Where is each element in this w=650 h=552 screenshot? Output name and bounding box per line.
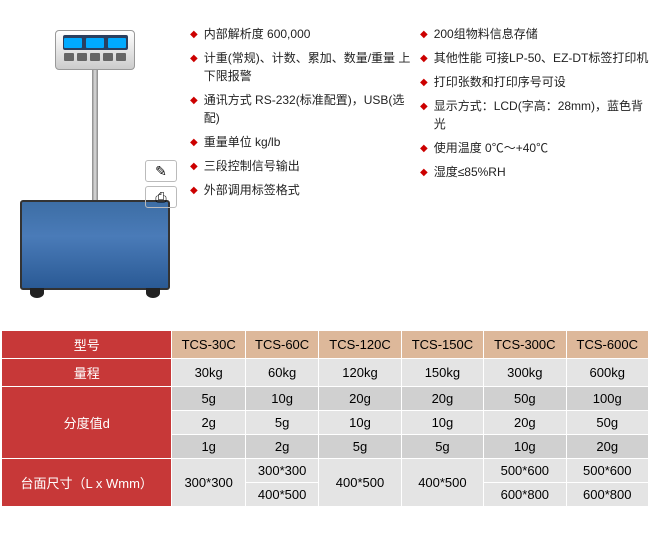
- model-cell: TCS-120C: [319, 331, 401, 359]
- feature-text: 显示方式：LCD(字高：28mm)，蓝色背光: [434, 97, 650, 133]
- feature-item: ◆ 外部调用标签格式: [190, 181, 420, 199]
- div-cell: 5g: [245, 411, 318, 435]
- size-cell: 400*500: [245, 483, 318, 507]
- feature-item: ◆ 计重(常规)、计数、累加、数量/重量 上下限报警: [190, 49, 420, 85]
- feature-item: ◆ 其他性能 可接LP-50、EZ-DT标签打印机: [420, 49, 650, 67]
- bullet-icon: ◆: [190, 93, 198, 108]
- feature-text: 打印张数和打印序号可设: [434, 73, 566, 91]
- bullet-icon: ◆: [190, 27, 198, 42]
- bullet-icon: ◆: [420, 51, 428, 66]
- range-cell: 60kg: [245, 359, 318, 387]
- div-cell: 20g: [319, 387, 401, 411]
- spec-table: 型号 TCS-30C TCS-60C TCS-120C TCS-150C TCS…: [1, 330, 649, 507]
- div-cell: 2g: [172, 411, 245, 435]
- feature-item: ◆ 200组物料信息存储: [420, 25, 650, 43]
- div-cell: 1g: [172, 435, 245, 459]
- div-cell: 10g: [401, 411, 483, 435]
- feature-text: 200组物料信息存储: [434, 25, 538, 43]
- model-cell: TCS-30C: [172, 331, 245, 359]
- model-cell: TCS-150C: [401, 331, 483, 359]
- feature-text: 使用温度 0℃～+40℃: [434, 139, 548, 157]
- features-section: ◆内部解析度 600,000◆计重(常规)、计数、累加、数量/重量 上下限报警◆…: [190, 10, 650, 330]
- table-row: 型号 TCS-30C TCS-60C TCS-120C TCS-150C TCS…: [2, 331, 649, 359]
- range-cell: 30kg: [172, 359, 245, 387]
- bullet-icon: ◆: [420, 165, 428, 180]
- model-cell: TCS-300C: [484, 331, 566, 359]
- accessory-icon-2: ⎙: [145, 186, 177, 208]
- div-cell: 20g: [566, 435, 648, 459]
- feature-text: 重量单位 kg/lb: [204, 133, 281, 151]
- range-cell: 150kg: [401, 359, 483, 387]
- div-cell: 100g: [566, 387, 648, 411]
- scale-pole: [92, 70, 98, 200]
- feature-item: ◆ 打印张数和打印序号可设: [420, 73, 650, 91]
- header-division: 分度值d: [2, 387, 172, 459]
- scale-platform: [20, 200, 170, 290]
- table-row: 台面尺寸（L x Wmm） 300*300 300*300 400*500 40…: [2, 459, 649, 483]
- bullet-icon: ◆: [190, 51, 198, 66]
- bullet-icon: ◆: [420, 141, 428, 156]
- header-model: 型号: [2, 331, 172, 359]
- bullet-icon: ◆: [420, 99, 428, 114]
- div-cell: 50g: [484, 387, 566, 411]
- feature-text: 通讯方式 RS-232(标准配置)，USB(选配): [204, 91, 420, 127]
- range-cell: 300kg: [484, 359, 566, 387]
- div-cell: 50g: [566, 411, 648, 435]
- div-cell: 5g: [172, 387, 245, 411]
- size-cell: 400*500: [401, 459, 483, 507]
- accessory-icon-1: ✎: [145, 160, 177, 182]
- scale-display-head: [55, 30, 135, 70]
- feature-text: 内部解析度 600,000: [204, 25, 311, 43]
- feature-text: 湿度≤85%RH: [434, 163, 506, 181]
- feature-text: 其他性能 可接LP-50、EZ-DT标签打印机: [434, 49, 649, 67]
- feature-item: ◆ 重量单位 kg/lb: [190, 133, 420, 151]
- features-right-column: ◆ 200组物料信息存储 ◆ 其他性能 可接LP-50、EZ-DT标签打印机 ◆ 打印张数…: [420, 25, 650, 330]
- feature-item: ◆ 三段控制信号输出: [190, 157, 420, 175]
- bullet-icon: ◆: [190, 183, 198, 198]
- size-cell: 600*800: [566, 483, 648, 507]
- bullet-icon: ◆: [420, 75, 428, 90]
- div-cell: 5g: [319, 435, 401, 459]
- features-left-column: ◆内部解析度 600,000◆计重(常规)、计数、累加、数量/重量 上下限报警◆…: [190, 25, 420, 330]
- range-cell: 120kg: [319, 359, 401, 387]
- bullet-icon: ◆: [420, 27, 428, 42]
- feature-item: ◆ 内部解析度 600,000: [190, 25, 420, 43]
- div-cell: 10g: [319, 411, 401, 435]
- model-cell: TCS-60C: [245, 331, 318, 359]
- product-image: ✎ ⎙: [0, 10, 190, 330]
- range-cell: 600kg: [566, 359, 648, 387]
- accessory-icons: ✎ ⎙: [145, 160, 177, 208]
- table-row: 量程 30kg 60kg 120kg 150kg 300kg 600kg: [2, 359, 649, 387]
- header-platform-size: 台面尺寸（L x Wmm）: [2, 459, 172, 507]
- div-cell: 10g: [245, 387, 318, 411]
- size-cell: 600*800: [484, 483, 566, 507]
- size-cell: 500*600: [566, 459, 648, 483]
- size-cell: 300*300: [245, 459, 318, 483]
- div-cell: 20g: [484, 411, 566, 435]
- div-cell: 5g: [401, 435, 483, 459]
- feature-item: ◆ 通讯方式 RS-232(标准配置)，USB(选配): [190, 91, 420, 127]
- bullet-icon: ◆: [190, 135, 198, 150]
- size-cell: 400*500: [319, 459, 401, 507]
- bullet-icon: ◆: [190, 159, 198, 174]
- feature-item: ◆ 湿度≤85%RH: [420, 163, 650, 181]
- div-cell: 20g: [401, 387, 483, 411]
- div-cell: 2g: [245, 435, 318, 459]
- header-range: 量程: [2, 359, 172, 387]
- feature-text: 外部调用标签格式: [204, 181, 300, 199]
- model-cell: TCS-600C: [566, 331, 648, 359]
- feature-text: 三段控制信号输出: [204, 157, 300, 175]
- size-cell: 300*300: [172, 459, 245, 507]
- div-cell: 10g: [484, 435, 566, 459]
- feature-item: ◆ 显示方式：LCD(字高：28mm)，蓝色背光: [420, 97, 650, 133]
- feature-text: 计重(常规)、计数、累加、数量/重量 上下限报警: [204, 49, 420, 85]
- table-row: 分度值d 5g 10g 20g 20g 50g 100g: [2, 387, 649, 411]
- feature-item: ◆ 使用温度 0℃～+40℃: [420, 139, 650, 157]
- size-cell: 500*600: [484, 459, 566, 483]
